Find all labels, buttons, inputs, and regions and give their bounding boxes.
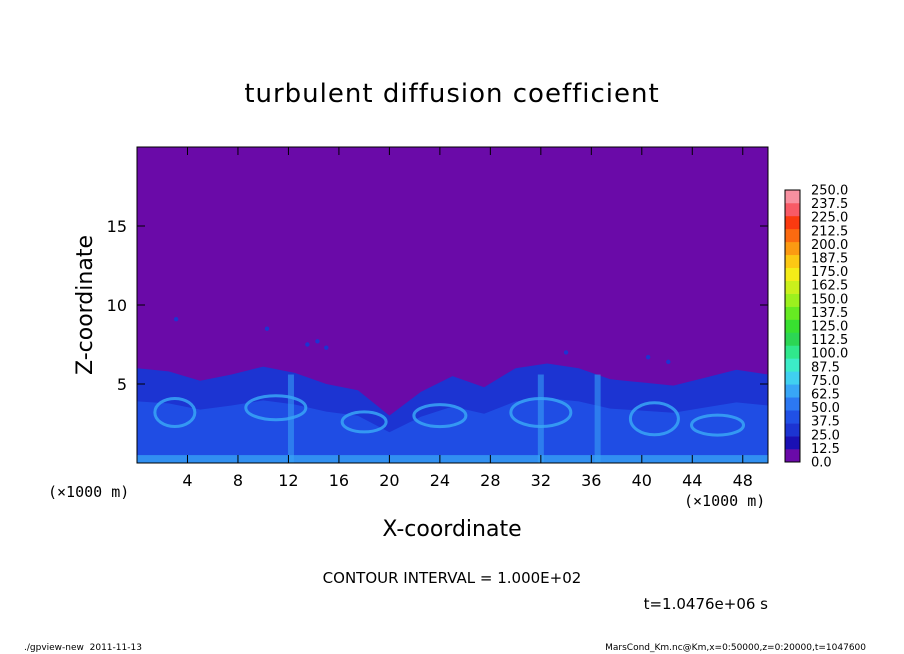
colorbar-label: 237.5 <box>811 197 848 212</box>
y-tick-label: 15 <box>107 217 127 236</box>
blob <box>173 317 179 322</box>
colorbar-frame <box>784 189 801 463</box>
x-tick-label: 32 <box>531 471 551 490</box>
blob <box>264 326 270 331</box>
eddy <box>412 403 468 429</box>
eddy <box>690 413 746 437</box>
colorbar-label: 200.0 <box>811 238 848 253</box>
eddy <box>244 394 308 422</box>
x-unit-label: (×1000 m) <box>684 492 765 510</box>
x-tick-label: 28 <box>480 471 500 490</box>
eddy <box>628 401 680 437</box>
colorbar-label: 112.5 <box>811 333 848 348</box>
x-tick-label: 36 <box>581 471 601 490</box>
x-tick-label: 16 <box>329 471 349 490</box>
colorbar-swatch <box>785 358 800 372</box>
plume <box>287 374 294 463</box>
colorbar-swatch <box>785 397 800 411</box>
blob <box>324 345 329 350</box>
colorbar-swatch <box>785 345 800 359</box>
colorbar-swatch <box>785 241 800 256</box>
colorbar-label: 87.5 <box>811 360 840 375</box>
colorbar-label: 175.0 <box>811 265 848 280</box>
colorbar-swatch <box>785 228 800 243</box>
colorbar-label: 50.0 <box>811 401 840 416</box>
chart-title: turbulent diffusion coefficient <box>244 79 659 109</box>
y-axis: 5 10 15 <box>107 217 768 394</box>
x-tick-label: 44 <box>682 471 702 490</box>
colorbar-label: 25.0 <box>811 428 840 443</box>
colorbar-swatch <box>785 202 800 217</box>
blob <box>305 342 310 347</box>
colorbar-label: 250.0 <box>811 184 848 199</box>
colorbar-swatch <box>785 190 800 204</box>
eddy <box>153 396 197 428</box>
boundary-layer-inner <box>137 398 768 463</box>
plume <box>537 374 544 463</box>
blob <box>563 350 569 355</box>
plot-area <box>137 147 768 463</box>
colorbar-label: 100.0 <box>811 347 848 362</box>
colorbar-swatch <box>785 436 800 450</box>
x-axis: 4 8 12 16 20 24 28 32 36 40 44 48 <box>182 147 753 490</box>
y-unit-label: (×1000 m) <box>48 483 129 501</box>
footer-right: MarsCond_Km.nc@Km,x=0:50000,z=0:20000,t=… <box>605 643 866 653</box>
y-tick-label: 10 <box>107 296 127 315</box>
x-tick-label: 4 <box>182 471 192 490</box>
colorbar-swatch <box>785 293 800 307</box>
colorbar-label: 12.5 <box>811 442 840 457</box>
colorbar: 0.012.525.037.550.062.575.087.5100.0112.… <box>784 184 848 471</box>
colorbar-swatch <box>785 423 800 437</box>
colorbar-swatch <box>785 215 800 230</box>
colorbar-label: 37.5 <box>811 415 840 430</box>
colorbar-swatch <box>785 332 800 346</box>
surface-layer <box>137 455 768 463</box>
footer-left: ./gpview-new 2011-11-13 <box>24 643 142 653</box>
y-axis-label: Z-coordinate <box>73 235 98 375</box>
blob <box>666 359 671 365</box>
colorbar-label: 187.5 <box>811 252 848 267</box>
contour-interval-label: CONTOUR INTERVAL = 1.000E+02 <box>323 569 582 587</box>
colorbar-swatch <box>785 280 800 294</box>
colorbar-label: 75.0 <box>811 374 840 389</box>
blob <box>315 339 320 344</box>
colorbar-swatch <box>785 254 800 269</box>
colorbar-label: 125.0 <box>811 320 848 335</box>
colorbar-label: 225.0 <box>811 211 848 226</box>
plume <box>594 374 601 463</box>
x-axis-label: X-coordinate <box>382 517 521 542</box>
colorbar-label: 212.5 <box>811 224 848 239</box>
x-tick-label: 20 <box>379 471 399 490</box>
x-tick-label: 40 <box>632 471 652 490</box>
colorbar-label: 150.0 <box>811 292 848 307</box>
colorbar-label: 62.5 <box>811 388 840 403</box>
x-tick-label: 8 <box>233 471 243 490</box>
colorbar-label: 162.5 <box>811 279 848 294</box>
eddy <box>340 410 388 434</box>
colorbar-swatch <box>785 384 800 398</box>
x-tick-label: 48 <box>733 471 753 490</box>
colorbar-swatch <box>785 449 800 463</box>
colorbar-swatch <box>785 306 800 320</box>
colorbar-swatch <box>785 319 800 333</box>
colorbar-label: 137.5 <box>811 306 848 321</box>
blob <box>645 354 651 360</box>
colorbar-swatch <box>785 371 800 385</box>
colorbar-label: 0.0 <box>811 456 832 471</box>
colorbar-swatch <box>785 410 800 424</box>
time-label: t=1.0476e+06 s <box>644 595 769 613</box>
colorbar-swatch <box>785 267 800 281</box>
x-tick-label: 24 <box>430 471 450 490</box>
y-tick-label: 5 <box>117 375 127 394</box>
x-tick-label: 12 <box>278 471 298 490</box>
boundary-layer-field <box>137 317 768 463</box>
